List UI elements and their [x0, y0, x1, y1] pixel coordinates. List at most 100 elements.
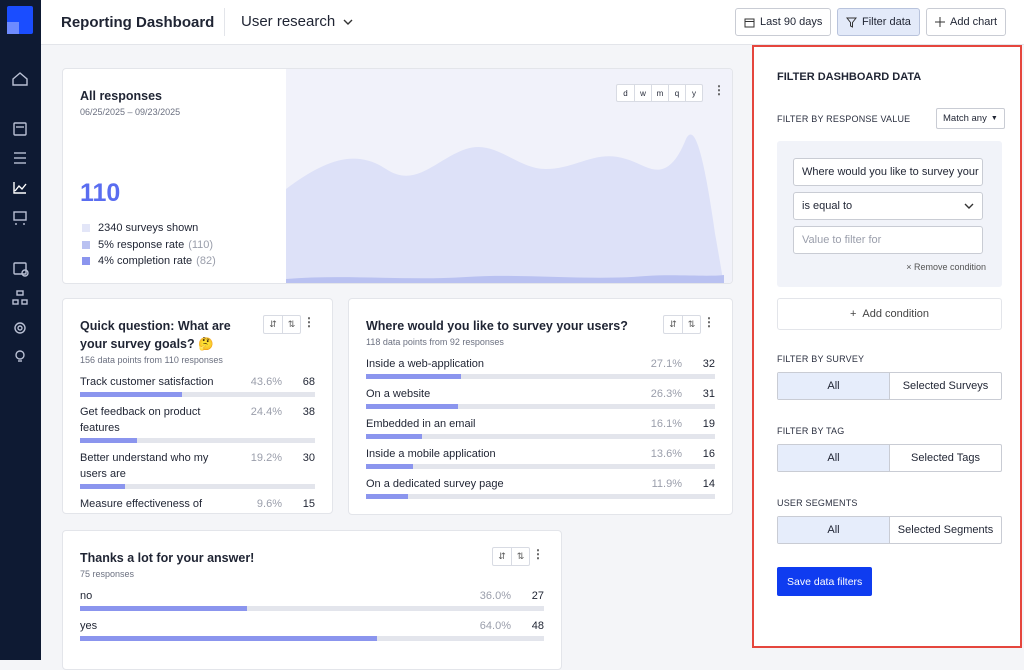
card-header: All responses 06/25/2025 – 09/23/2025: [80, 87, 180, 117]
filter-panel: FILTER DASHBOARD DATA FILTER BY RESPONSE…: [752, 45, 1022, 648]
question-card: Quick question: What are your survey goa…: [62, 298, 333, 514]
bar-track: [80, 438, 315, 443]
logo[interactable]: [7, 6, 33, 34]
response-label: Embedded in an email: [366, 418, 476, 430]
sidebar: [0, 0, 41, 660]
button-label: Last 90 days: [760, 16, 823, 28]
button-label: Filter data: [862, 16, 911, 28]
response-percent: 24.4%: [250, 406, 282, 418]
segment-option[interactable]: Selected Surveys: [902, 380, 989, 392]
card-title: Quick question: What are your survey goa…: [80, 319, 231, 351]
question-select[interactable]: Where would you like to survey your user…: [793, 158, 983, 186]
section-label: FILTER BY SURVEY: [777, 354, 865, 364]
response-label: On a dedicated survey page: [366, 478, 504, 490]
legend-text: 5% response rate: [98, 238, 185, 251]
legend: 2340 surveys shown 5% response rate (110) 4…: [82, 220, 216, 270]
period-button[interactable]: w: [634, 85, 651, 101]
segmented-control: All Selected Segments: [777, 516, 1002, 544]
segment-option[interactable]: All: [778, 445, 890, 471]
bar-track: [366, 464, 715, 469]
bar-track: [366, 494, 715, 499]
button-label: Add chart: [950, 16, 998, 28]
section-label: FILTER BY RESPONSE VALUE: [777, 114, 911, 124]
card-subtitle: 156 data points from 110 responses: [80, 355, 223, 365]
segment-option[interactable]: All: [778, 517, 890, 543]
sort-button[interactable]: ⇵: [669, 319, 677, 329]
filter-data-button[interactable]: Filter data: [837, 8, 920, 36]
top-bar: Reporting Dashboard User research Last 9…: [41, 0, 1024, 45]
save-button[interactable]: Save data filters: [777, 567, 873, 596]
bar: [366, 374, 461, 379]
response-percent: 43.6%: [250, 376, 282, 388]
card-menu[interactable]: ⋮: [713, 83, 725, 97]
period-button[interactable]: q: [668, 85, 685, 101]
bar: [366, 434, 423, 439]
response-count: 14: [702, 478, 715, 490]
response-count: 27: [531, 590, 544, 602]
response-row: Get feedback on product features 24.4% 38: [80, 404, 315, 436]
response-list: no 36.0% 27 yes 64.0% 48: [80, 588, 544, 641]
segment-option[interactable]: All: [778, 373, 890, 399]
response-row: Inside a web-application 27.1% 32: [366, 356, 715, 372]
add-condition[interactable]: + Add condition: [777, 298, 1002, 330]
card-subtitle: 118 data points from 92 responses: [366, 337, 504, 347]
add-chart-button[interactable]: Add chart: [926, 8, 1007, 36]
nav-icons[interactable]: [10, 68, 30, 368]
period-button[interactable]: d: [623, 88, 628, 98]
period-button[interactable]: m: [651, 85, 668, 101]
sort-button[interactable]: ⇅: [282, 316, 300, 333]
sort-button[interactable]: ⇵: [498, 551, 506, 561]
card-menu[interactable]: ⋮: [532, 547, 544, 561]
bar-track: [366, 434, 715, 439]
response-percent: 64.0%: [479, 620, 511, 632]
question-card: Thanks a lot for your answer! 75 response…: [62, 530, 562, 670]
bar: [366, 464, 414, 469]
panel-title: FILTER DASHBOARD DATA: [777, 71, 922, 83]
sort-controls: ⇵ ⇅: [663, 315, 701, 334]
legend-item: 5% response rate (110): [82, 237, 216, 254]
segmented-control: All Selected Surveys: [777, 372, 1002, 400]
bar: [80, 484, 126, 489]
response-list: Track customer satisfaction 43.6% 68 Get fe…: [80, 374, 315, 513]
card-menu[interactable]: ⋮: [703, 315, 715, 329]
value-input[interactable]: Value to filter for: [793, 226, 983, 254]
remove-condition[interactable]: × Remove condition: [906, 262, 986, 272]
match-select[interactable]: Match any ▼: [936, 108, 1005, 129]
period-button[interactable]: y: [685, 85, 702, 101]
segment-option[interactable]: Selected Tags: [911, 452, 980, 464]
bar: [366, 494, 408, 499]
sort-button[interactable]: ⇅: [511, 548, 529, 565]
response-count: 16: [702, 448, 715, 460]
project-select[interactable]: User research: [241, 13, 353, 30]
section-label: FILTER BY TAG: [777, 426, 845, 436]
legend-text: 4% completion rate: [98, 255, 193, 267]
sort-button[interactable]: ⇵: [269, 319, 277, 329]
response-row: no 36.0% 27: [80, 588, 544, 604]
response-row: Better understand who my users are 19.2% 3…: [80, 450, 315, 482]
page-title: Reporting Dashboard: [61, 14, 215, 31]
bar-track: [80, 606, 544, 611]
response-row: Measure effectiveness of 9.6% 15: [80, 496, 315, 512]
response-label: yes: [80, 620, 98, 632]
response-percent: 27.1%: [650, 358, 682, 370]
response-row: On a dedicated survey page 11.9% 14: [366, 476, 715, 492]
sort-button[interactable]: ⇅: [682, 316, 700, 333]
bar-track: [80, 484, 315, 489]
response-percent: 11.9%: [651, 478, 682, 490]
card-menu[interactable]: ⋮: [303, 315, 315, 329]
card-dates: 06/25/2025 – 09/23/2025: [80, 107, 181, 117]
legend-swatch: [82, 240, 90, 249]
response-count: 48: [531, 620, 544, 632]
date-range-button[interactable]: Last 90 days: [735, 8, 832, 36]
response-label: Measure effectiveness of: [80, 498, 203, 510]
segment-option[interactable]: Selected Segments: [897, 524, 994, 536]
response-percent: 16.1%: [650, 418, 682, 430]
response-percent: 36.0%: [479, 590, 511, 602]
card-subtitle: 75 responses: [80, 569, 135, 579]
bar: [80, 438, 138, 443]
card-header: Thanks a lot for your answer! 75 response…: [80, 547, 544, 579]
operator-label: is equal to: [802, 200, 853, 212]
bar-track: [366, 404, 715, 409]
operator-select[interactable]: is equal to: [793, 192, 983, 220]
